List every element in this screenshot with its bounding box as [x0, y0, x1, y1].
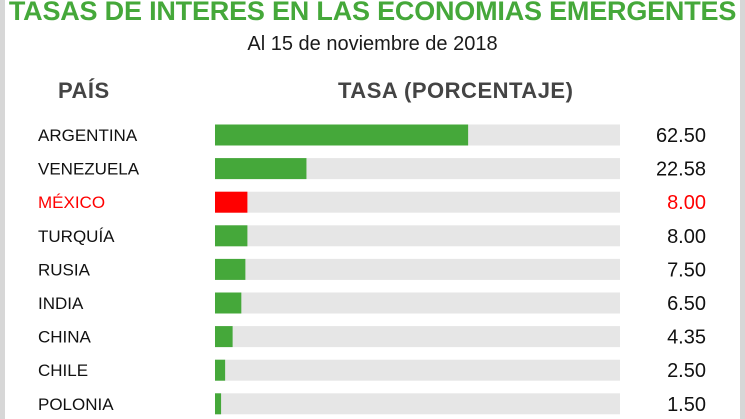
category-label-india: INDIA [38, 294, 84, 313]
chart-title: TASAS DE INTERÉS EN LAS ECONOMÍAS EMERGE… [8, 0, 737, 26]
value-label-turquia: 8.00 [667, 226, 706, 248]
bar-track-polonia [215, 393, 620, 415]
value-label-polonia: 1.50 [667, 394, 706, 416]
bar-mexico [215, 191, 248, 213]
bar-polonia [215, 393, 222, 415]
category-label-venezuela: VENEZUELA [38, 160, 140, 179]
value-label-rusia: 7.50 [667, 259, 706, 281]
value-label-chile: 2.50 [667, 360, 706, 382]
category-label-chile: CHILE [38, 361, 88, 380]
bar-track-chile [215, 359, 620, 381]
country-column-header: PAÍS [58, 78, 110, 103]
rate-column-header: TASA (PORCENTAJE) [338, 78, 574, 103]
bar-track-venezuela [215, 158, 620, 180]
value-label-china: 4.35 [667, 327, 706, 349]
category-label-rusia: RUSIA [38, 260, 91, 279]
bar-india [215, 292, 242, 314]
left-border [0, 0, 5, 419]
chart-subtitle: Al 15 de noviembre de 2018 [247, 33, 498, 55]
bar-track-turquia [215, 225, 620, 247]
right-border [740, 0, 745, 419]
bar-track-india [215, 292, 620, 314]
bar-china [215, 326, 233, 348]
bar-track-rusia [215, 258, 620, 280]
value-label-argentina: 62.50 [656, 125, 706, 147]
bar-rusia [215, 258, 246, 280]
category-label-polonia: POLONIA [38, 395, 114, 414]
bar-track-mexico [215, 191, 620, 213]
bar-venezuela [215, 158, 307, 180]
bar-chile [215, 359, 226, 381]
value-label-india: 6.50 [667, 293, 706, 315]
value-label-venezuela: 22.58 [656, 159, 706, 181]
category-label-china: CHINA [38, 328, 92, 347]
value-label-mexico: 8.00 [667, 192, 706, 214]
category-label-argentina: ARGENTINA [38, 126, 138, 145]
bar-turquia [215, 225, 248, 247]
category-label-turquia: TURQUÍA [38, 227, 115, 246]
bar-track-china [215, 326, 620, 348]
category-label-mexico: MÉXICO [38, 193, 105, 212]
bar-argentina [215, 124, 469, 146]
